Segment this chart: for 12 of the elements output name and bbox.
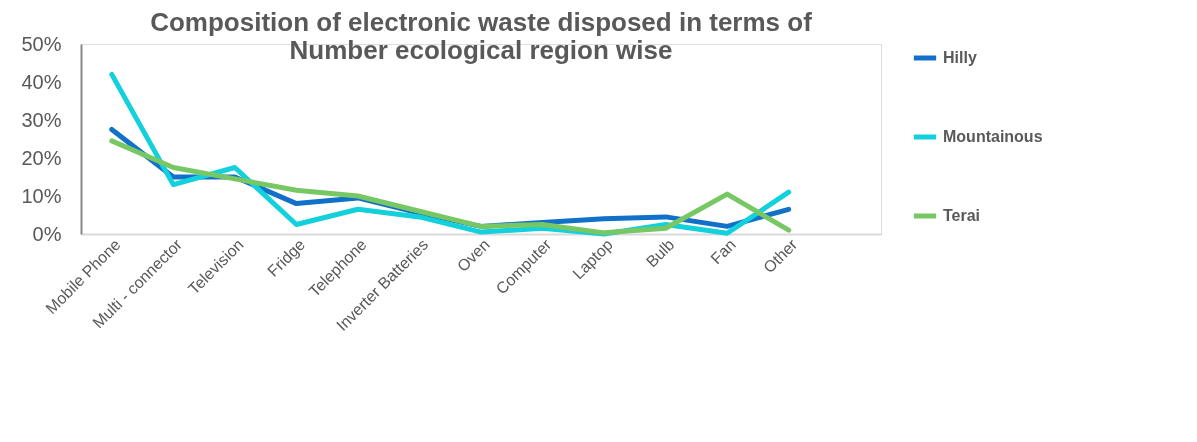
y-tick-label: 20% — [21, 146, 62, 169]
y-tick-label: 30% — [21, 108, 62, 131]
legend-label: Hilly — [943, 49, 977, 66]
y-tick-label: 0% — [32, 222, 62, 245]
legend-label: Mountainous — [943, 128, 1043, 145]
y-tick-label: 40% — [21, 70, 62, 93]
y-tick-label: 50% — [21, 32, 62, 55]
y-tick-label: 10% — [21, 184, 62, 207]
chart-title: Composition of electronic waste disposed in terms of Number ecological region wise — [150, 7, 813, 65]
legend-label: Terai — [943, 207, 981, 224]
x-tick-label: Bulb — [642, 235, 678, 271]
x-tick-label: Fan — [707, 235, 739, 268]
